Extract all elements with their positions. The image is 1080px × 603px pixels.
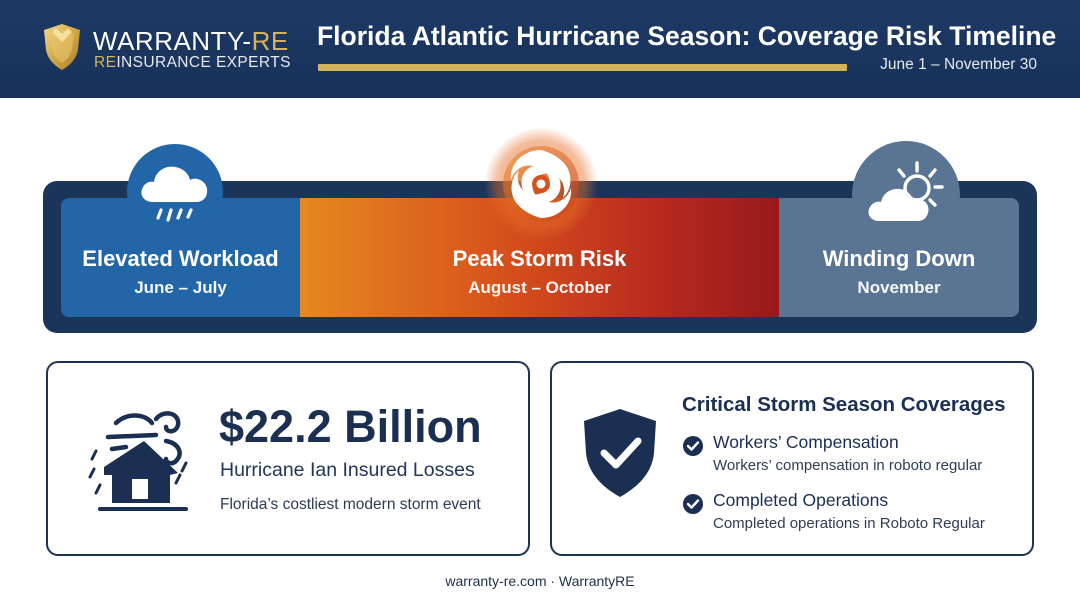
- coverage-name: Workers’ Compensation: [713, 432, 899, 452]
- check-circle-icon: [683, 494, 703, 514]
- title-underline: [318, 64, 847, 71]
- segment-title: Winding Down: [822, 245, 976, 271]
- hurricane-badge: [485, 128, 597, 240]
- segment-title: Peak Storm Risk: [452, 245, 627, 271]
- coverages-card: Critical Storm Season Coverages Workers’…: [550, 361, 1034, 556]
- brand-name: WARRANTY-RE: [93, 26, 289, 56]
- partly-sunny-icon: [868, 161, 944, 221]
- coverage-name: Completed Operations: [713, 490, 889, 510]
- check-circle-icon: [683, 436, 703, 456]
- loss-amount: $22.2 Billion: [219, 401, 482, 452]
- storm-house-icon: [88, 411, 188, 511]
- hurricane-icon: [503, 146, 579, 222]
- loss-label: Hurricane Ian Insured Losses: [220, 459, 475, 481]
- segment-dates: August – October: [468, 277, 611, 297]
- page-title: Florida Atlantic Hurricane Season: Cover…: [317, 21, 1057, 51]
- coverages-title: Critical Storm Season Coverages: [682, 393, 1006, 416]
- partly-sunny-badge: [852, 141, 960, 249]
- loss-note: Florida’s costliest modern storm event: [220, 496, 481, 513]
- rain-cloud-badge: [127, 144, 223, 240]
- coverage-description: Workers’ compensation in roboto regular: [713, 457, 983, 474]
- segment-dates: November: [857, 277, 941, 297]
- season-dates: June 1 – November 30: [880, 56, 1037, 73]
- logo-shield-icon: [44, 24, 80, 70]
- losses-card: $22.2 Billion Hurricane Ian Insured Loss…: [46, 361, 530, 556]
- segment-dates: June – July: [134, 277, 227, 297]
- shield-check-icon: [584, 409, 656, 497]
- segment-title: Elevated Workload: [82, 245, 279, 271]
- footer-text[interactable]: warranty-re.com · WarrantyRE: [445, 573, 635, 589]
- header-bar: WARRANTY-RE REINSURANCE EXPERTS Florida …: [0, 0, 1080, 98]
- brand-tagline: REINSURANCE EXPERTS: [94, 54, 291, 71]
- rain-cloud-icon: [141, 166, 208, 222]
- coverage-description: Completed operations in Roboto Regular: [713, 515, 985, 532]
